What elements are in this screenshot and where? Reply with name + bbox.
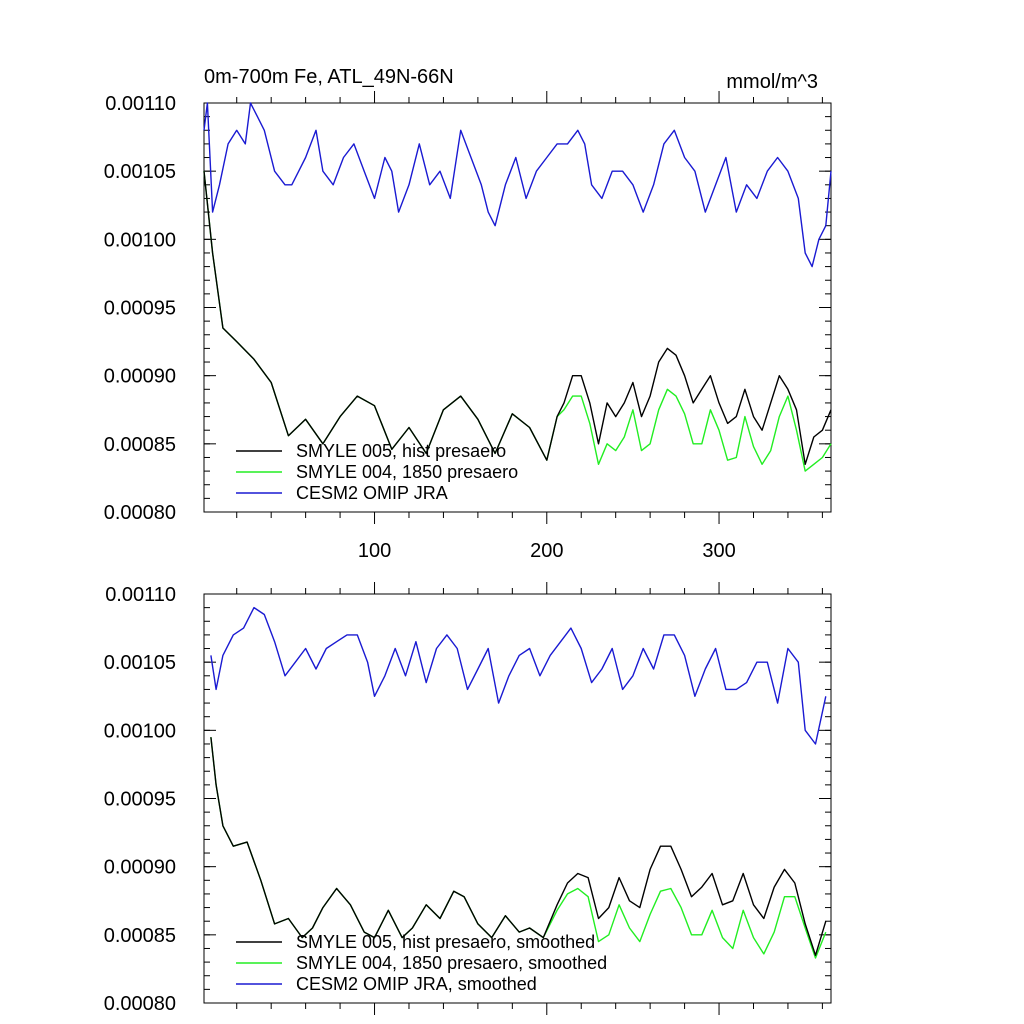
y-tick-label: 0.00080	[104, 993, 176, 1015]
series-line-1	[210, 737, 827, 959]
legend-label-omip-smoothed: CESM2 OMIP JRA, smoothed	[296, 974, 537, 994]
y-tick-label: 0.00100	[104, 229, 176, 251]
y-tick-label: 0.00100	[104, 720, 176, 742]
chart-title: 0m-700m Fe, ATL_49N-66N	[204, 66, 454, 88]
x-tick-label: 300	[702, 540, 735, 562]
x-tick-label: 200	[530, 540, 563, 562]
bottom-panel: 0.00080 0.00085 0.00090 0.00095 0.00100 0.001…	[104, 582, 832, 1015]
y-tick-label: 0.00090	[104, 857, 176, 879]
y-tick-label: 0.00085	[104, 434, 176, 456]
top-panel: 0m-700m Fe, ATL_49N-66N mmol/m^3 0.00080…	[104, 66, 832, 562]
y-tick-label: 0.00080	[104, 502, 176, 524]
y-tick-label: 0.00110	[105, 584, 176, 606]
y-tick-label: 0.00105	[104, 652, 176, 674]
y-tick-label: 0.00095	[104, 298, 176, 320]
series-line-0	[203, 171, 832, 465]
y-tick-label: 0.00095	[104, 789, 176, 811]
y-tick-label: 0.00110	[105, 93, 176, 115]
units-label: mmol/m^3	[726, 71, 818, 93]
legend-label-omip: CESM2 OMIP JRA	[296, 483, 448, 503]
legend-label-1850-smoothed: SMYLE 004, 1850 presaero, smoothed	[296, 953, 607, 973]
series-line-0	[210, 737, 827, 956]
x-tick-label: 100	[358, 540, 391, 562]
y-tick-label: 0.00085	[104, 925, 176, 947]
y-tick-label: 0.00105	[104, 161, 176, 183]
series-line-2	[210, 606, 827, 745]
legend-label-1850: SMYLE 004, 1850 presaero	[296, 462, 518, 482]
series-line-2	[203, 102, 832, 268]
legend-label-hist-smoothed: SMYLE 005, hist presaero, smoothed	[296, 932, 595, 952]
legend-label-hist: SMYLE 005, hist presaero	[296, 441, 506, 461]
y-tick-label: 0.00090	[104, 366, 176, 388]
